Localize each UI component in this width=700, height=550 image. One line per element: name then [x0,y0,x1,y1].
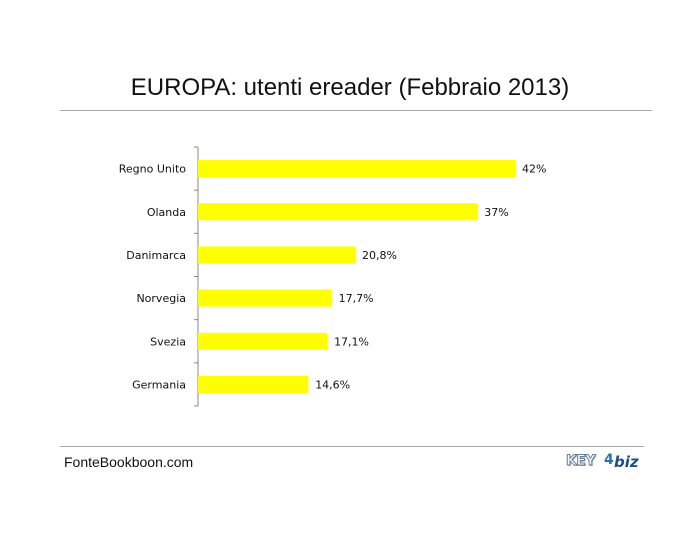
key4biz-logo: KEY 4 biz [565,452,646,474]
top-divider [60,110,652,111]
bar-5 [198,375,309,393]
category-label-4: Svezia [150,335,186,348]
logo-four-text: 4 [604,452,614,468]
value-label-0: 42% [522,163,546,176]
chart-title: EUROPA: utenti ereader (Febbraio 2013) [130,74,570,101]
category-label-3: Norvegia [136,292,186,305]
value-label-1: 37% [484,206,508,219]
value-label-2: 20,8% [362,249,397,262]
bar-2 [198,246,355,264]
source-label: FonteBookboon.com [64,454,194,470]
value-label-4: 17,1% [334,335,369,348]
bar-4 [198,332,328,350]
logo-biz-text: biz [614,453,639,471]
bar-1 [198,203,478,221]
bar-3 [198,289,332,307]
category-label-5: Germania [132,378,186,391]
category-label-2: Danimarca [126,249,186,262]
category-label-0: Regno Unito [119,163,186,176]
value-label-3: 17,7% [339,292,374,305]
value-label-5: 14,6% [315,378,350,391]
bar-0 [198,160,515,178]
logo-key-text: KEY [565,453,596,470]
category-label-1: Olanda [147,206,186,219]
bottom-divider [60,446,644,447]
